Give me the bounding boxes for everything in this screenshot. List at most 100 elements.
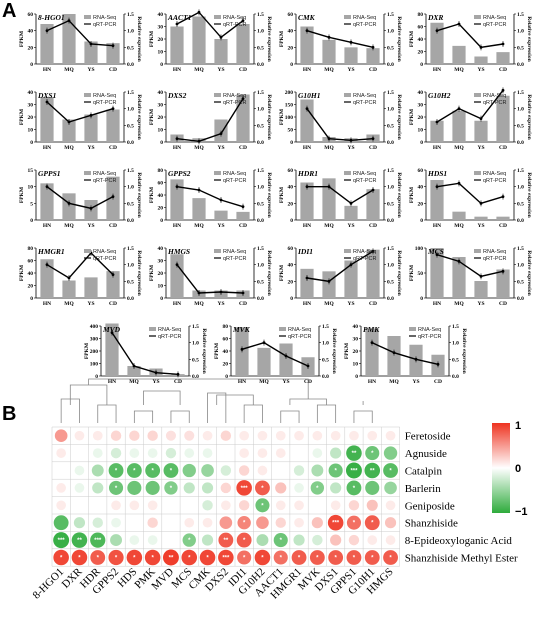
gene-chart: 0 10 20 30 40 0.0 0.5 1.0 1.5 HN MQ YS CD G10H2 RNA-Se…: [409, 87, 532, 151]
significance-label: *: [261, 556, 264, 562]
y2-tick-label: 0.0: [127, 218, 134, 224]
legend-label-line: qRT-PCR: [288, 334, 311, 340]
y-tick-label: 60: [158, 181, 164, 187]
legend-swatch-bar: [279, 327, 286, 331]
x-tick-label: HN: [303, 301, 311, 307]
y2-tick-label: 0.0: [517, 296, 524, 302]
qrt-pcr-point: [305, 29, 309, 33]
y2-tick-label: 1.5: [127, 246, 134, 252]
y2-tick-label: 1.0: [387, 263, 394, 269]
heatmap-cell: [238, 465, 250, 476]
qrt-pcr-point: [111, 195, 115, 199]
heatmap-cell: [257, 430, 268, 441]
qrt-pcr-point: [45, 100, 49, 104]
y-axis-title: FPKM: [279, 30, 285, 47]
heatmap-cell: [364, 462, 381, 479]
y-tick-label: 30: [28, 103, 34, 109]
y-axis-title: FPKM: [19, 264, 25, 281]
row-label: Shanzhiside: [405, 518, 458, 530]
panel-label-a: A: [2, 0, 16, 22]
heatmap-cell: [181, 549, 198, 566]
fpkm-bar: [300, 26, 314, 64]
y2-axis-title: Relative expression: [136, 16, 142, 61]
heatmap-cell: [164, 481, 178, 495]
y-tick-label: 30: [158, 259, 164, 265]
y-tick-label: 0: [290, 62, 293, 68]
qrt-pcr-line: [241, 341, 309, 367]
heatmap-cell: [56, 500, 66, 511]
significance-label: *: [97, 556, 100, 562]
legend-swatch-bar: [474, 171, 481, 175]
dendrogram-branch: [216, 394, 254, 405]
x-tick-label: HN: [43, 145, 51, 151]
fpkm-bar: [496, 216, 510, 220]
significance-label: *: [280, 556, 283, 562]
gene-name: DXS2: [167, 91, 187, 100]
qrt-pcr-point: [457, 107, 461, 111]
legend-swatch-bar: [214, 15, 221, 19]
fpkm-bar: [214, 210, 228, 220]
heatmap-cell: [239, 430, 249, 441]
fpkm-bar: [236, 94, 250, 142]
qrt-pcr-point: [197, 139, 201, 143]
y-tick-label: 40: [288, 263, 294, 269]
qrt-pcr-point: [45, 263, 49, 267]
qrt-pcr-point: [327, 137, 331, 141]
heatmap-cell: [385, 535, 396, 545]
heatmap-cell: [92, 430, 103, 441]
gene-chart: 0 20 40 60 0.0 0.5 1.0 1.5 HN MQ YS CD IDI1 RNA-SeqqR…: [279, 246, 402, 307]
significance-label: *: [243, 538, 246, 544]
y2-tick-label: 1.0: [127, 29, 134, 35]
legend-label-bar: RNA-Seq: [353, 15, 376, 21]
gene-chart: 0 5 10 15 0.0 0.5 1.0 1.5 HN MQ YS CD GPPS1 RNA-SeqqR…: [19, 168, 142, 229]
heatmap-cell: [71, 549, 88, 566]
heatmap-cell: [74, 500, 84, 510]
y2-tick-label: 1.0: [257, 185, 264, 191]
significance-label: **: [370, 469, 375, 475]
y2-axis-title: Relative expression: [331, 328, 337, 373]
qrt-pcr-point: [67, 276, 71, 280]
y2-tick-label: 1.0: [387, 29, 394, 35]
x-tick-label: MQ: [64, 67, 74, 73]
qrt-pcr-line: [436, 253, 504, 278]
x-tick-label: HN: [173, 301, 181, 307]
y-axis-title: FPKM: [409, 264, 415, 281]
significance-label: *: [115, 556, 118, 562]
y2-tick-label: 1.5: [452, 324, 459, 330]
y2-tick-label: 1.0: [517, 29, 524, 35]
heatmap-cell: [294, 430, 304, 441]
y2-axis-title: Relative expression: [136, 250, 142, 295]
qrt-pcr-point: [371, 249, 375, 253]
fpkm-bar: [170, 26, 184, 64]
qrt-pcr-point: [479, 45, 483, 49]
qrt-pcr-line: [176, 264, 244, 294]
y2-tick-label: 0.5: [127, 45, 134, 51]
dendrogram-branch: [316, 404, 337, 423]
significance-label: *: [243, 556, 246, 562]
y-tick-label: 60: [418, 25, 424, 31]
heatmap-cell: [349, 430, 359, 441]
significance-label: *: [371, 521, 374, 527]
significance-label: ***: [350, 469, 358, 475]
x-tick-label: YS: [87, 301, 94, 307]
legend-swatch-bar: [474, 249, 481, 253]
row-label: Barlerin: [405, 483, 442, 495]
gene-name: GPPS1: [38, 169, 61, 178]
fpkm-bar: [452, 45, 466, 64]
heatmap-cell: [327, 514, 344, 531]
row-label: Geniposide: [405, 500, 455, 512]
heatmap-cell: [201, 464, 214, 477]
y2-tick-label: 0.0: [387, 62, 394, 68]
qrt-pcr-point: [457, 259, 461, 263]
qrt-pcr-line: [306, 29, 374, 49]
heatmap-cell: [311, 517, 323, 529]
y-tick-label: 10: [353, 362, 359, 368]
legend-label-bar: RNA-Seq: [93, 171, 116, 177]
heatmap-cell: [163, 463, 179, 478]
heatmap-cell: [184, 500, 194, 510]
qrt-pcr-point: [197, 188, 201, 192]
y2-axis-title: Relative expression: [396, 94, 402, 139]
y2-axis-title: Relative expression: [396, 250, 402, 295]
